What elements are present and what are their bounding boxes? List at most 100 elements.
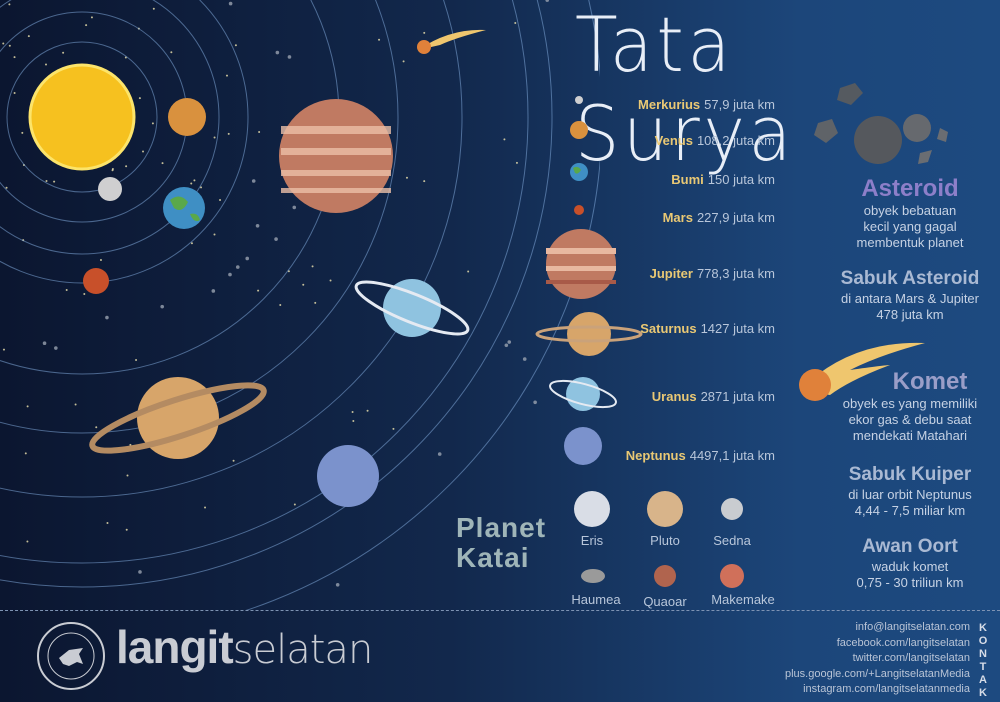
- star: [74, 403, 77, 406]
- jupiter-band: [281, 170, 391, 176]
- mercury-planet: [98, 177, 122, 201]
- star: [522, 357, 527, 361]
- sun-icon: [28, 63, 136, 171]
- orbit-ring: [0, 0, 399, 434]
- star: [275, 50, 280, 55]
- star: [99, 258, 102, 261]
- star: [329, 279, 332, 282]
- planet-label-bumi: Bumi 150 juta km: [671, 172, 775, 187]
- star: [53, 180, 56, 183]
- star: [106, 521, 109, 524]
- jupiter-band: [281, 148, 391, 155]
- venus-icon: [570, 121, 588, 139]
- star: [21, 131, 24, 134]
- star: [190, 182, 193, 185]
- star: [24, 452, 27, 455]
- planet-label-uranus: Uranus 2871 juta km: [651, 389, 775, 404]
- star: [279, 303, 282, 306]
- star: [392, 427, 395, 430]
- dwarf-sedna: Sedna: [713, 533, 751, 548]
- star: [193, 179, 196, 182]
- pluto-icon: [647, 491, 683, 527]
- orbit-ring: [0, 0, 463, 498]
- star: [8, 3, 11, 6]
- saturn-icon: [535, 312, 643, 356]
- star: [204, 506, 207, 509]
- dwarf-pluto: Pluto: [650, 533, 680, 548]
- star: [405, 176, 408, 179]
- star: [219, 198, 222, 201]
- star: [200, 186, 203, 189]
- star: [255, 223, 260, 228]
- star: [26, 405, 29, 408]
- planet-label-merkurius: Merkurius 57,9 juta km: [638, 97, 775, 112]
- star: [234, 44, 237, 47]
- comet-title: Komet: [892, 368, 968, 395]
- sedna-icon: [721, 498, 743, 520]
- orbit-ring: [0, 0, 220, 255]
- star: [257, 289, 260, 292]
- star: [160, 304, 165, 309]
- comet-section: Komet obyek es yang memiliki ekor gas & d…: [800, 368, 1000, 444]
- star: [5, 186, 8, 189]
- star: [504, 343, 509, 348]
- divider: [0, 610, 1000, 611]
- star: [545, 0, 550, 2]
- star: [170, 51, 173, 54]
- star: [85, 24, 88, 27]
- eris-icon: [574, 491, 610, 527]
- star: [402, 60, 405, 63]
- star: [27, 35, 30, 38]
- star: [467, 270, 470, 273]
- contact-googleplus[interactable]: plus.google.com/+LangitselatanMedia: [785, 667, 970, 680]
- neptune-icon: [564, 427, 602, 465]
- dwarf-planet-icons: [574, 491, 744, 588]
- star: [335, 582, 340, 587]
- star: [83, 292, 86, 295]
- star: [13, 91, 16, 94]
- mercury-icon: [575, 96, 583, 104]
- asteroid-icon: [814, 83, 948, 164]
- star: [26, 540, 29, 543]
- star: [8, 44, 11, 47]
- star: [90, 16, 93, 19]
- kuiper-section: Sabuk Kuiper di luar orbit Neptunus 4,44 …: [848, 464, 972, 518]
- uranus-icon: [549, 377, 617, 411]
- langitselatan-seal-logo: [37, 622, 105, 690]
- contact-facebook[interactable]: facebook.com/langitselatan: [836, 636, 970, 649]
- star: [213, 233, 216, 236]
- brand-logo: langitselatan: [116, 621, 373, 673]
- star: [126, 474, 129, 477]
- star: [62, 51, 65, 54]
- star: [211, 289, 216, 293]
- star: [54, 346, 58, 350]
- star: [352, 419, 355, 422]
- star: [13, 56, 16, 59]
- star: [213, 136, 216, 139]
- star: [515, 161, 518, 164]
- star: [125, 165, 128, 168]
- quaoar-icon: [654, 565, 676, 587]
- comet-icon: [799, 342, 925, 401]
- star: [533, 400, 537, 405]
- star: [105, 315, 109, 320]
- star: [125, 528, 128, 531]
- star: [2, 42, 5, 45]
- star: [228, 1, 233, 6]
- star: [507, 340, 512, 344]
- asteroid-section: Asteroid obyek bebatuan kecil yang gagal m…: [800, 175, 1000, 251]
- planet-label-jupiter: Jupiter 778,3 juta km: [649, 266, 775, 281]
- star: [190, 242, 193, 245]
- star: [235, 265, 240, 269]
- star: [302, 283, 305, 286]
- star: [161, 162, 164, 165]
- contact-email[interactable]: info@langitselatan.com: [855, 621, 970, 633]
- star: [274, 237, 278, 241]
- saturn-planet: [137, 377, 219, 459]
- earth-land: [170, 196, 200, 222]
- star: [42, 341, 47, 345]
- star: [142, 150, 145, 153]
- contact-twitter[interactable]: twitter.com/langitselatan: [852, 652, 970, 664]
- contact-instagram[interactable]: instagram.com/langitselatanmedia: [803, 683, 970, 695]
